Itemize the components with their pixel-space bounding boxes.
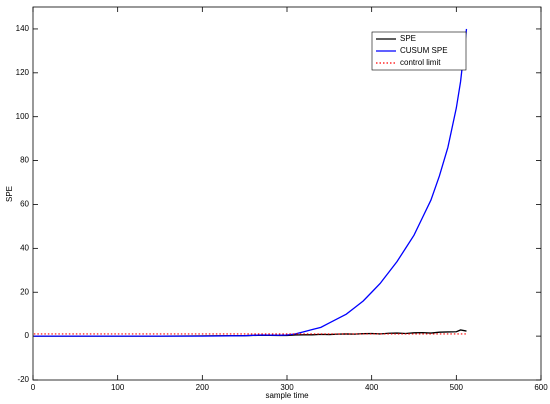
y-tick-label: 80: [20, 156, 29, 165]
x-tick-label: 0: [31, 383, 36, 392]
y-axis-label: SPE: [5, 186, 14, 202]
x-tick-label: 200: [196, 383, 210, 392]
data-line: [33, 28, 468, 337]
y-tick-label: 100: [16, 112, 30, 121]
y-tick-label: 0: [25, 331, 30, 340]
x-tick-label: 600: [534, 383, 548, 392]
y-tick-label: 20: [20, 287, 29, 296]
y-tick-label: 120: [16, 68, 30, 77]
x-tick-label: 500: [450, 383, 464, 392]
legend-label: CUSUM SPE: [400, 46, 448, 55]
y-tick-label: 40: [20, 243, 29, 252]
x-tick-label: 100: [111, 383, 125, 392]
y-tick-label: 60: [20, 200, 29, 209]
x-axis-label: sample time: [265, 391, 309, 400]
x-tick-label: 300: [280, 383, 294, 392]
legend-label: SPE: [400, 34, 416, 43]
y-tick-label: 140: [16, 24, 30, 33]
x-tick-label: 400: [365, 383, 379, 392]
legend-label: control limit: [400, 58, 441, 67]
y-tick-label: -20: [17, 375, 29, 384]
